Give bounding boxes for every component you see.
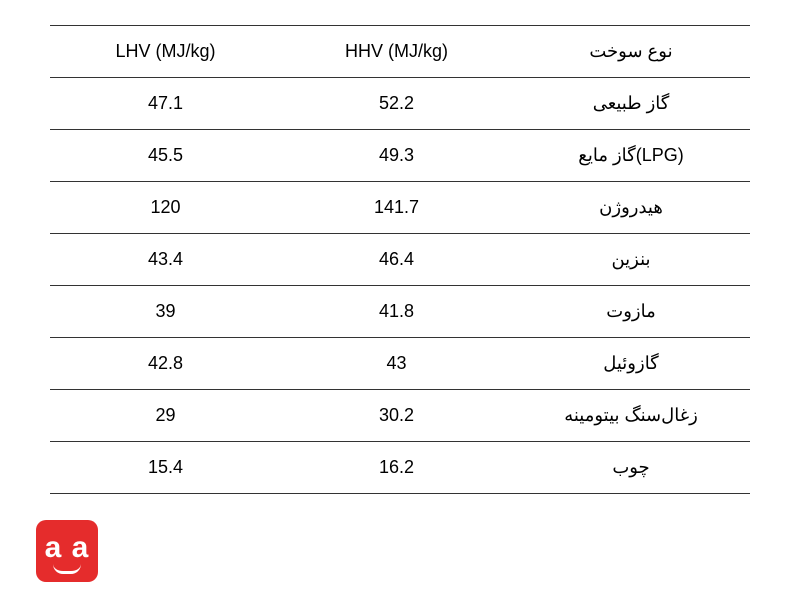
- col-header-lhv: LHV (MJ/kg): [50, 26, 281, 78]
- cell-hhv: 43: [281, 338, 512, 390]
- cell-lhv: 39: [50, 286, 281, 338]
- table-row: 47.1 52.2 گاز طبیعی: [50, 78, 750, 130]
- cell-hhv: 46.4: [281, 234, 512, 286]
- col-header-fuel: نوع سوخت: [512, 26, 750, 78]
- table-row: 15.4 16.2 چوب: [50, 442, 750, 494]
- table-row: 29 30.2 زغال‌سنگ بیتومینه: [50, 390, 750, 442]
- table-row: 42.8 43 گازوئیل: [50, 338, 750, 390]
- table-row: 120 141.7 هیدروژن: [50, 182, 750, 234]
- cell-fuel: گازوئیل: [512, 338, 750, 390]
- cell-fuel: گاز مایع(LPG): [512, 130, 750, 182]
- logo-text: a a: [45, 531, 90, 565]
- cell-lhv: 120: [50, 182, 281, 234]
- cell-lhv: 15.4: [50, 442, 281, 494]
- fuel-heating-value-table: LHV (MJ/kg) HHV (MJ/kg) نوع سوخت 47.1 52…: [50, 25, 750, 494]
- cell-fuel: چوب: [512, 442, 750, 494]
- table-row: 45.5 49.3 گاز مایع(LPG): [50, 130, 750, 182]
- cell-fuel: هیدروژن: [512, 182, 750, 234]
- cell-fuel: مازوت: [512, 286, 750, 338]
- cell-hhv: 141.7: [281, 182, 512, 234]
- cell-hhv: 41.8: [281, 286, 512, 338]
- cell-lhv: 43.4: [50, 234, 281, 286]
- cell-lhv: 29: [50, 390, 281, 442]
- cell-hhv: 52.2: [281, 78, 512, 130]
- cell-lhv: 42.8: [50, 338, 281, 390]
- cell-lhv: 47.1: [50, 78, 281, 130]
- cell-hhv: 49.3: [281, 130, 512, 182]
- brand-logo-icon: a a: [36, 520, 98, 582]
- cell-hhv: 16.2: [281, 442, 512, 494]
- logo-smile-icon: [53, 564, 81, 574]
- table-row: 39 41.8 مازوت: [50, 286, 750, 338]
- table-header-row: LHV (MJ/kg) HHV (MJ/kg) نوع سوخت: [50, 26, 750, 78]
- cell-fuel: زغال‌سنگ بیتومینه: [512, 390, 750, 442]
- cell-hhv: 30.2: [281, 390, 512, 442]
- table-row: 43.4 46.4 بنزین: [50, 234, 750, 286]
- cell-fuel: بنزین: [512, 234, 750, 286]
- cell-fuel: گاز طبیعی: [512, 78, 750, 130]
- cell-lhv: 45.5: [50, 130, 281, 182]
- col-header-hhv: HHV (MJ/kg): [281, 26, 512, 78]
